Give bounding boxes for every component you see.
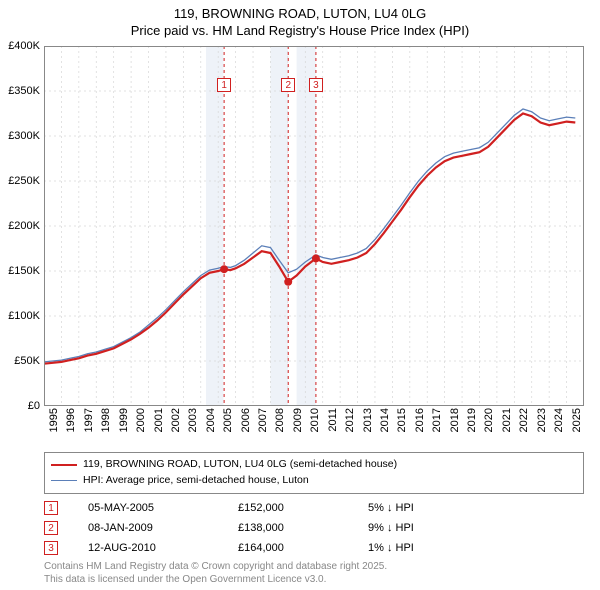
y-tick-label: £350K (0, 85, 40, 97)
x-tick-label: 2019 (466, 408, 478, 432)
x-tick-label: 2000 (135, 408, 147, 432)
x-tick-label: 2005 (222, 408, 234, 432)
x-tick-label: 1997 (83, 408, 95, 432)
x-tick-label: 2001 (153, 408, 165, 432)
x-tick-label: 2008 (274, 408, 286, 432)
chart-plot-area (44, 46, 584, 406)
transaction-diff: 9% ↓ HPI (368, 522, 468, 534)
transaction-row: 2 08-JAN-2009£138,0009% ↓ HPI (44, 518, 584, 538)
y-tick-label: £0 (0, 400, 40, 412)
chart-svg (44, 46, 584, 406)
title-address: 119, BROWNING ROAD, LUTON, LU4 0LG (0, 6, 600, 23)
transaction-date: 08-JAN-2009 (88, 522, 238, 534)
x-tick-label: 2024 (553, 408, 565, 432)
footer-attribution: Contains HM Land Registry data © Crown c… (44, 560, 387, 586)
x-tick-label: 2025 (571, 408, 583, 432)
annotation-marker: 3 (309, 78, 323, 92)
y-tick-label: £50K (0, 355, 40, 367)
transaction-date: 05-MAY-2005 (88, 502, 238, 514)
legend-swatch (51, 464, 77, 466)
x-axis-ticks: 1995 1996 1997 1998 1999 2000 2001 2002 2003 2004… (44, 408, 584, 452)
y-tick-label: £300K (0, 130, 40, 142)
y-tick-label: £200K (0, 220, 40, 232)
transaction-marker: 1 (44, 501, 58, 515)
transaction-diff: 1% ↓ HPI (368, 542, 468, 554)
annotation-marker: 2 (281, 78, 295, 92)
transaction-row: 3 12-AUG-2010£164,0001% ↓ HPI (44, 538, 584, 558)
x-tick-label: 2012 (344, 408, 356, 432)
chart-container: 119, BROWNING ROAD, LUTON, LU4 0LG Price… (0, 0, 600, 590)
title-block: 119, BROWNING ROAD, LUTON, LU4 0LG Price… (0, 0, 600, 40)
legend-label: HPI: Average price, semi-detached house,… (83, 473, 309, 489)
title-subtitle: Price paid vs. HM Land Registry's House … (0, 23, 600, 40)
transaction-row: 1 05-MAY-2005£152,0005% ↓ HPI (44, 498, 584, 518)
x-tick-label: 2006 (240, 408, 252, 432)
footer-line: This data is licensed under the Open Gov… (44, 573, 387, 586)
transactions-table: 1 05-MAY-2005£152,0005% ↓ HPI 2 08-JAN-2009… (44, 498, 584, 558)
legend-item: 119, BROWNING ROAD, LUTON, LU4 0LG (semi… (51, 457, 577, 473)
x-tick-label: 2010 (309, 408, 321, 432)
x-tick-label: 2007 (257, 408, 269, 432)
x-tick-label: 2015 (396, 408, 408, 432)
transaction-diff: 5% ↓ HPI (368, 502, 468, 514)
transaction-marker: 2 (44, 521, 58, 535)
x-tick-label: 2022 (518, 408, 530, 432)
x-tick-label: 2016 (414, 408, 426, 432)
y-tick-label: £400K (0, 40, 40, 52)
transaction-price: £152,000 (238, 502, 368, 514)
x-tick-label: 2003 (187, 408, 199, 432)
transaction-price: £138,000 (238, 522, 368, 534)
x-tick-label: 1998 (100, 408, 112, 432)
y-tick-label: £250K (0, 175, 40, 187)
x-tick-label: 2011 (327, 408, 339, 432)
x-tick-label: 1995 (48, 408, 60, 432)
transaction-marker: 3 (44, 541, 58, 555)
x-tick-label: 2020 (483, 408, 495, 432)
x-tick-label: 2021 (501, 408, 513, 432)
legend-label: 119, BROWNING ROAD, LUTON, LU4 0LG (semi… (83, 457, 397, 473)
annotation-marker: 1 (217, 78, 231, 92)
legend-item: HPI: Average price, semi-detached house,… (51, 473, 577, 489)
x-tick-label: 1996 (65, 408, 77, 432)
x-tick-label: 2018 (449, 408, 461, 432)
transaction-date: 12-AUG-2010 (88, 542, 238, 554)
transaction-price: £164,000 (238, 542, 368, 554)
footer-line: Contains HM Land Registry data © Crown c… (44, 560, 387, 573)
x-tick-label: 2023 (536, 408, 548, 432)
x-tick-label: 2002 (170, 408, 182, 432)
y-tick-label: £100K (0, 310, 40, 322)
x-tick-label: 2014 (379, 408, 391, 432)
y-tick-label: £150K (0, 265, 40, 277)
x-tick-label: 2017 (431, 408, 443, 432)
legend-swatch (51, 480, 77, 481)
x-tick-label: 2009 (292, 408, 304, 432)
x-tick-label: 1999 (118, 408, 130, 432)
x-tick-label: 2013 (362, 408, 374, 432)
legend-box: 119, BROWNING ROAD, LUTON, LU4 0LG (semi… (44, 452, 584, 494)
x-tick-label: 2004 (205, 408, 217, 432)
